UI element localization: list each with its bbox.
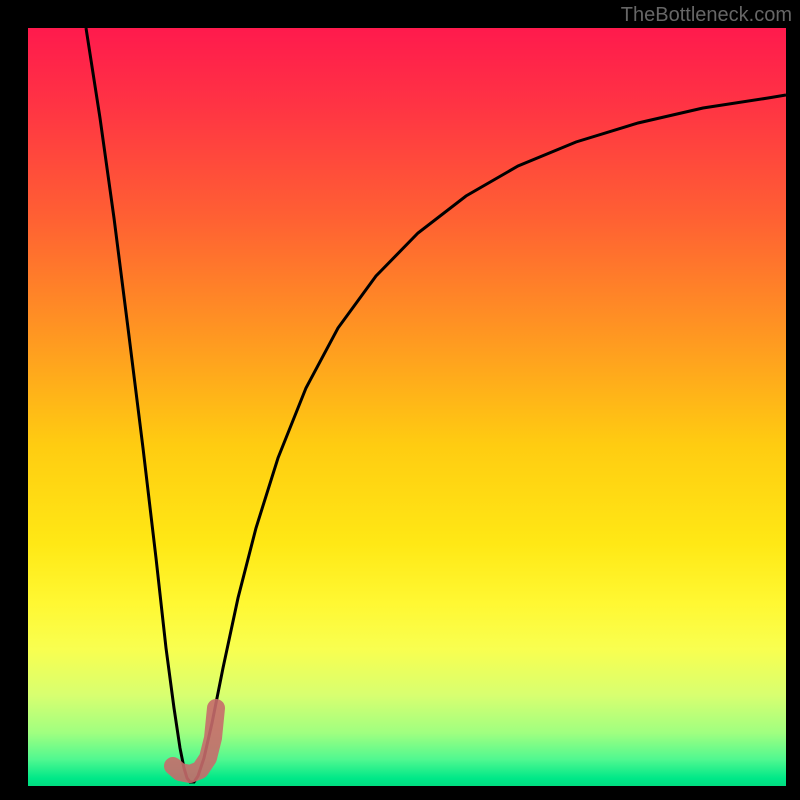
bottleneck-curve bbox=[86, 28, 786, 782]
curves-layer bbox=[28, 28, 786, 786]
watermark-text: TheBottleneck.com bbox=[621, 4, 792, 27]
plot-area bbox=[28, 28, 786, 786]
chart-container: TheBottleneck.com bbox=[0, 0, 800, 800]
